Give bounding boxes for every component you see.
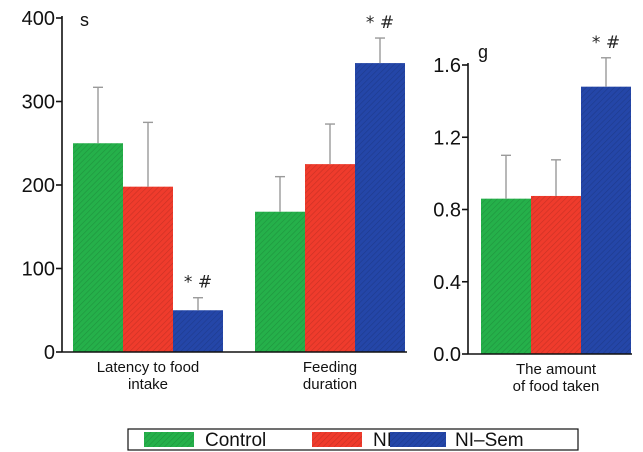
bar-hatch-ni-sem-0-1 [355, 63, 405, 353]
bar-hatch-ni-0-1 [305, 164, 355, 352]
significance-annotation: * # [592, 33, 620, 53]
y-tick-label: 0 [44, 342, 55, 364]
significance-annotation: * # [184, 273, 212, 293]
y-tick-label: 0.0 [433, 344, 461, 366]
bar-hatch-control-0-1 [255, 211, 305, 352]
category-label: of food taken [513, 378, 600, 395]
bar-hatch-ni-sem-1-0 [581, 86, 631, 355]
y-tick-label: 0.8 [433, 200, 461, 222]
category-label: Latency to food [97, 359, 200, 376]
category-label: Feeding [303, 359, 357, 376]
y-axis-label: g [478, 42, 488, 62]
category-label: intake [128, 376, 168, 393]
y-tick-label: 300 [22, 92, 55, 114]
category-label: The amount [516, 361, 597, 378]
legend-swatch-hatch-ni-sem [390, 432, 446, 447]
significance-annotation: * # [366, 13, 394, 33]
legend-box [127, 428, 579, 451]
y-axis-label: s [80, 10, 89, 30]
y-tick-label: 400 [22, 8, 55, 30]
y-tick-label: 0.4 [433, 272, 461, 294]
bar-hatch-ni-1-0 [531, 195, 581, 354]
legend-label: Control [205, 430, 266, 451]
y-tick-label: 1.2 [433, 127, 461, 149]
category-label: duration [303, 376, 357, 393]
legend-label: NI [373, 430, 392, 451]
y-tick-label: 200 [22, 175, 55, 197]
legend-label: NI–Sem [455, 430, 524, 451]
bar-hatch-control-0-0 [73, 143, 123, 352]
bar-hatch-control-1-0 [481, 198, 531, 354]
legend-swatch-hatch-control [144, 432, 194, 447]
y-tick-label: 1.6 [433, 55, 461, 77]
bar-hatch-ni-sem-0-0 [173, 310, 223, 352]
y-tick-label: 100 [22, 259, 55, 281]
bar-hatch-ni-0-0 [123, 186, 173, 352]
legend-swatch-hatch-ni [312, 432, 362, 447]
